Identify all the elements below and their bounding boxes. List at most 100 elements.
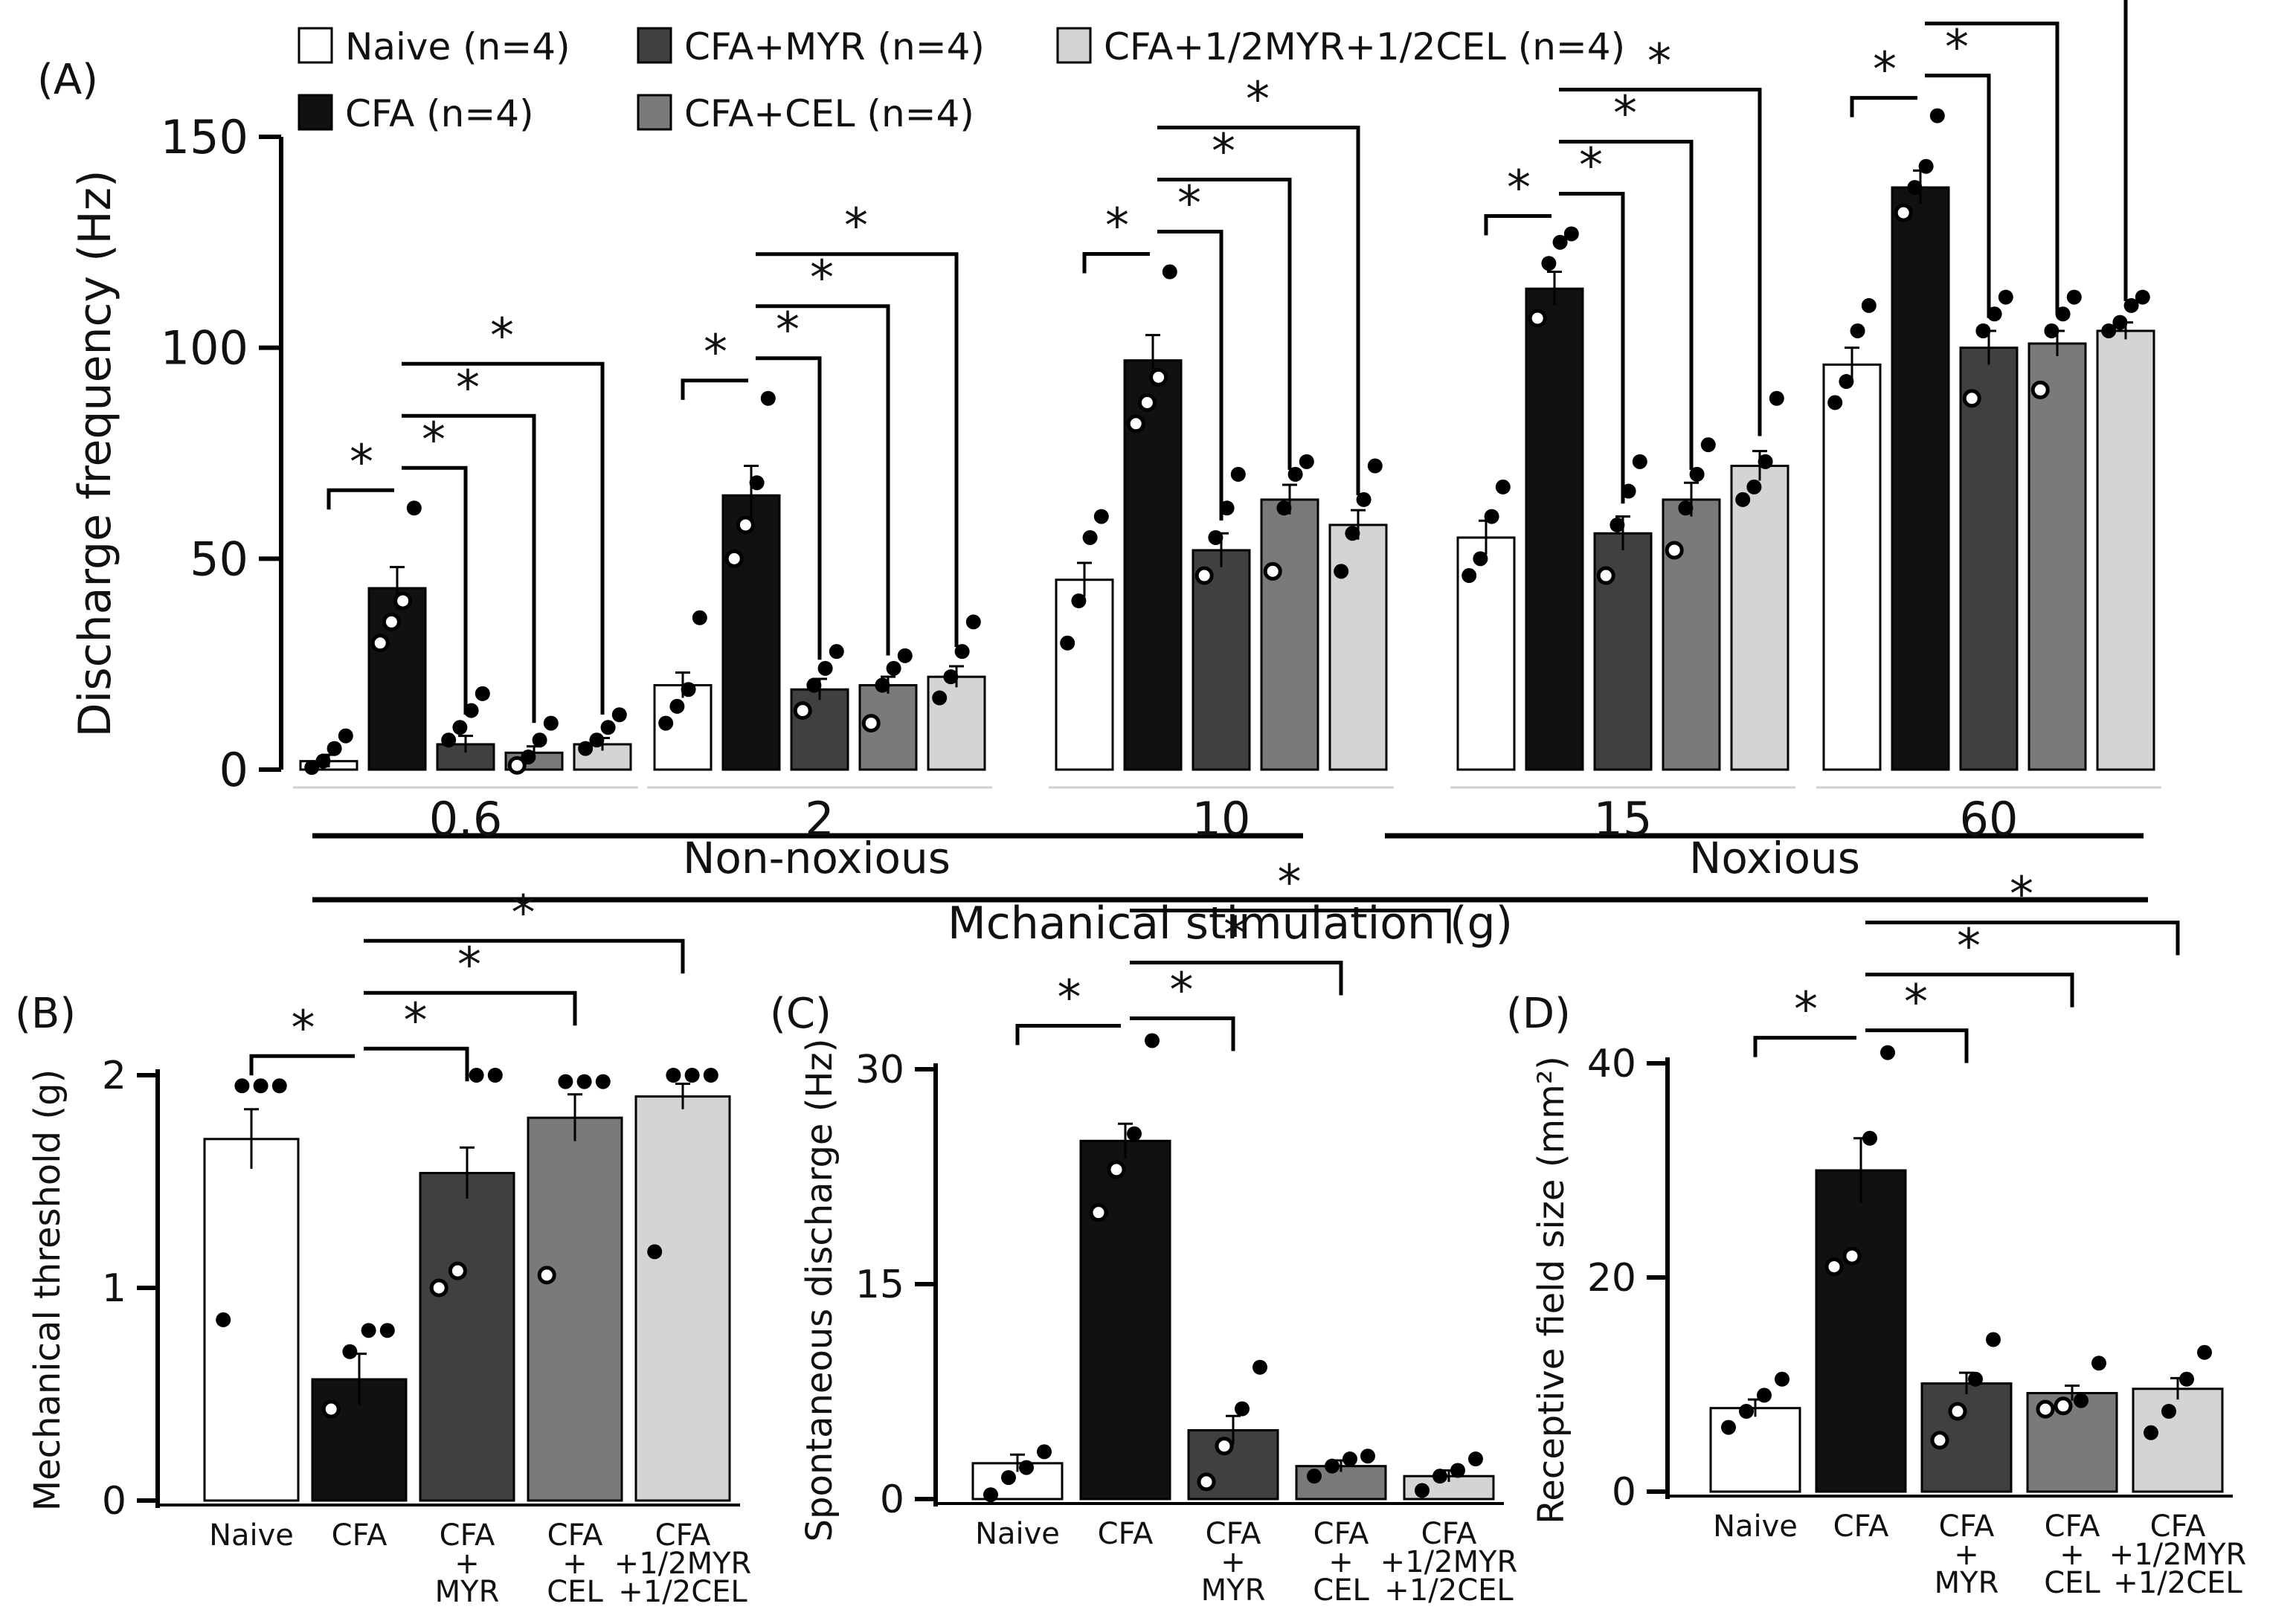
- legend-swatch-mix: [1056, 27, 1092, 64]
- b-myr-point: [448, 1261, 467, 1280]
- bar-a-myr: [1192, 549, 1251, 771]
- a-naive-point: [1484, 509, 1499, 524]
- c-significance-star: *: [1170, 963, 1194, 1018]
- legend-label-cfa: CFA (n=4): [345, 92, 534, 135]
- a-mix-point: [2112, 315, 2128, 330]
- b-mix-point: [666, 1068, 681, 1083]
- d-cel-point: [2074, 1393, 2088, 1408]
- a-significance-bracket: [1559, 87, 1762, 436]
- x-tick-label-line: +1/2MYR: [1380, 1545, 1518, 1579]
- c-myr-point: [1252, 1359, 1267, 1375]
- b-significance-bracket: [249, 1054, 355, 1076]
- a-significance-bracket: [402, 361, 605, 715]
- x-tick-label-line: CEL: [2044, 1566, 2100, 1600]
- a-naive-point: [692, 610, 707, 625]
- b-significance-bracket: [364, 990, 577, 1026]
- a-naive-point: [1850, 323, 1865, 338]
- a-myr-point: [1632, 454, 1647, 469]
- a-significance-bracket: [756, 356, 822, 660]
- a-naive-point: [338, 728, 353, 744]
- a-myr-point: [817, 660, 833, 676]
- a-mix-point: [965, 614, 981, 630]
- a-significance-bracket: [1925, 22, 2059, 314]
- a-cel-point: [1700, 437, 1716, 453]
- legend-swatch-cel: [637, 94, 672, 131]
- x-tick-label-line: MYR: [435, 1575, 500, 1609]
- d-significance-star: *: [1794, 983, 1818, 1038]
- x-tick-label-line: +1/2CEL: [1384, 1573, 1514, 1608]
- x-tick-label-line: +: [2059, 1538, 2085, 1572]
- panel-label-c: (C): [770, 990, 832, 1038]
- bar-d-cfa: [1815, 1169, 1907, 1493]
- a-significance-star: *: [490, 309, 514, 364]
- a-cel-point: [521, 749, 536, 764]
- a-significance-star: *: [776, 303, 800, 358]
- bar-a-cel: [1662, 498, 1721, 771]
- x-tick-label-line: CFA: [1421, 1517, 1477, 1551]
- y-tick-label-b: 2: [102, 1054, 126, 1098]
- bar-a-cel: [1260, 498, 1319, 771]
- b-myr-point: [487, 1068, 503, 1083]
- d-cel-point: [2036, 1399, 2055, 1419]
- y-tick-label-d: 40: [1587, 1042, 1636, 1086]
- d-significance-bracket: [1865, 921, 2180, 955]
- a-cel-point: [897, 648, 913, 663]
- x-tick-label-a: 15: [1594, 792, 1653, 846]
- x-tick-label-d: CFA + MYR: [1935, 1509, 1999, 1600]
- a-naive-point: [1495, 479, 1511, 494]
- a-significance-bracket: [1157, 126, 1360, 495]
- y-tick-label-c: 30: [855, 1048, 904, 1092]
- d-cfa-point: [1880, 1045, 1895, 1060]
- x-tick-label-line: CFA: [2045, 1509, 2100, 1544]
- a-cfa-point: [370, 634, 390, 653]
- x-tick-label-a: 10: [1192, 792, 1251, 846]
- x-tick-label-d: CFA: [1833, 1509, 1889, 1544]
- error-bar-a: [1077, 561, 1092, 597]
- c-significance-bracket: [1130, 908, 1451, 944]
- d-cfa-point: [1862, 1130, 1877, 1146]
- a-cfa-point: [1162, 264, 1177, 280]
- a-naive-point: [327, 741, 342, 756]
- a-significance-star: *: [1979, 0, 2003, 24]
- a-significance-bracket: [1925, 74, 1991, 318]
- b-myr-point: [429, 1278, 448, 1298]
- b-significance-star: *: [404, 993, 428, 1048]
- d-myr-point: [1930, 1431, 1949, 1450]
- a-naive-point: [1071, 593, 1087, 609]
- a-significance-star: *: [1105, 199, 1129, 254]
- x-tick-label-line: MYR: [1935, 1566, 1999, 1600]
- d-significance-bracket: [1865, 973, 2074, 1008]
- a-significance-star: *: [422, 413, 446, 468]
- a-significance-star: *: [1873, 43, 1897, 98]
- a-significance-bracket: [1157, 178, 1292, 470]
- c-mix-point: [1415, 1483, 1430, 1498]
- b-naive-point: [253, 1078, 268, 1094]
- error-bar-d: [1959, 1371, 1974, 1394]
- x-tick-label-b: Naive: [209, 1518, 294, 1553]
- x-tick-label-line: CFA: [2150, 1509, 2206, 1544]
- a-myr-point: [1596, 566, 1615, 585]
- b-mix-point: [684, 1068, 700, 1083]
- panel-label-a: (A): [37, 56, 98, 104]
- a-cfa-point: [760, 390, 776, 406]
- a-cel-point: [1678, 500, 1694, 516]
- error-bar-b: [675, 1082, 690, 1109]
- b-cel-point: [537, 1266, 556, 1285]
- error-bar-d: [2065, 1384, 2080, 1401]
- d-mix-point: [2144, 1425, 2158, 1440]
- a-cel-point: [2030, 380, 2050, 399]
- a-significance-bracket: [756, 252, 959, 648]
- a-mix-point: [932, 690, 948, 706]
- a-mix-point: [1345, 526, 1360, 541]
- bar-a-naive: [1055, 579, 1114, 771]
- error-bar-c: [1010, 1453, 1025, 1472]
- b-significance-bracket: [364, 938, 685, 974]
- a-myr-point: [475, 686, 490, 701]
- x-tick-label-line: CFA: [332, 1518, 388, 1553]
- a-significance-star: *: [1212, 125, 1235, 180]
- x-tick-label-line: CEL: [1313, 1573, 1369, 1608]
- a-mix-point: [943, 669, 959, 685]
- legend-label-mix: CFA+1/2MYR+1/2CEL (n=4): [1104, 25, 1625, 68]
- c-cel-point: [1307, 1469, 1322, 1484]
